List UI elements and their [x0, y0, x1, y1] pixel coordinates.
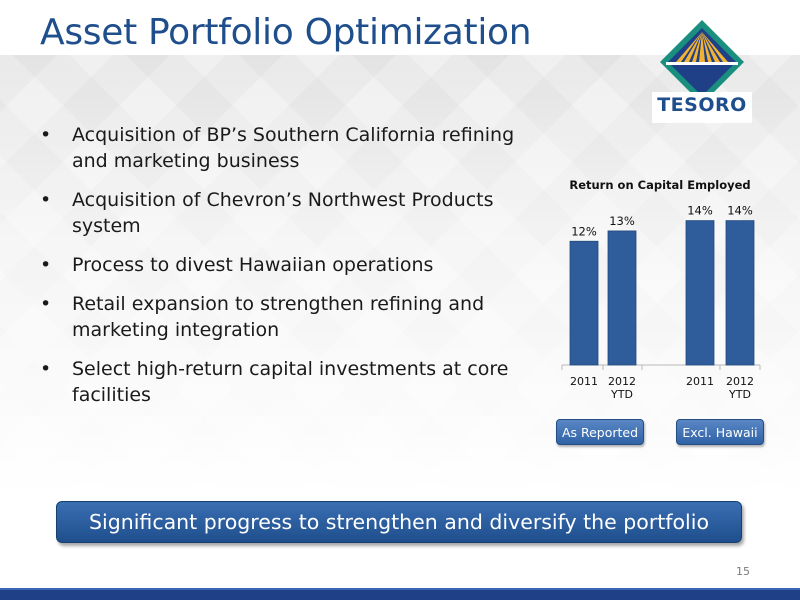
- bar-value-label: 13%: [609, 214, 635, 228]
- x-tick-label: 2011: [570, 375, 598, 388]
- logo-wordmark: TESORO: [657, 94, 747, 116]
- bar-value-label: 14%: [727, 204, 753, 218]
- bullet-item: Acquisition of Chevron’s Northwest Produ…: [40, 187, 540, 239]
- x-tick-label: 2012: [608, 375, 636, 388]
- as-reported-group-label: As Reported: [556, 419, 644, 445]
- excl-hawaii-group-label: Excl. Hawaii: [676, 419, 764, 445]
- x-tick-label: 2011: [686, 375, 714, 388]
- footer-bar: [0, 588, 800, 600]
- chart-bar: [685, 220, 715, 366]
- tesoro-logo-icon: [652, 20, 752, 123]
- bar-value-label: 12%: [571, 224, 597, 238]
- bar-value-label: 14%: [687, 204, 713, 218]
- bullet-item: Retail expansion to strengthen refining …: [40, 291, 540, 343]
- bullet-item: Select high-return capital investments a…: [40, 356, 540, 408]
- x-tick-label: YTD: [728, 388, 751, 401]
- bullet-item: Acquisition of BP’s Southern California …: [40, 122, 540, 174]
- x-tick-label: YTD: [610, 388, 633, 401]
- chart-bar: [725, 220, 755, 366]
- page-title: Asset Portfolio Optimization: [40, 12, 532, 53]
- summary-banner: Significant progress to strengthen and d…: [56, 501, 742, 543]
- page-number: 15: [736, 565, 750, 578]
- bullet-list: Acquisition of BP’s Southern California …: [40, 122, 540, 421]
- chart-title: Return on Capital Employed: [569, 178, 751, 192]
- chart-bar: [569, 240, 599, 366]
- bullet-item: Process to divest Hawaiian operations: [40, 252, 540, 278]
- x-tick-label: 2012: [726, 375, 754, 388]
- chart-bar: [607, 230, 637, 366]
